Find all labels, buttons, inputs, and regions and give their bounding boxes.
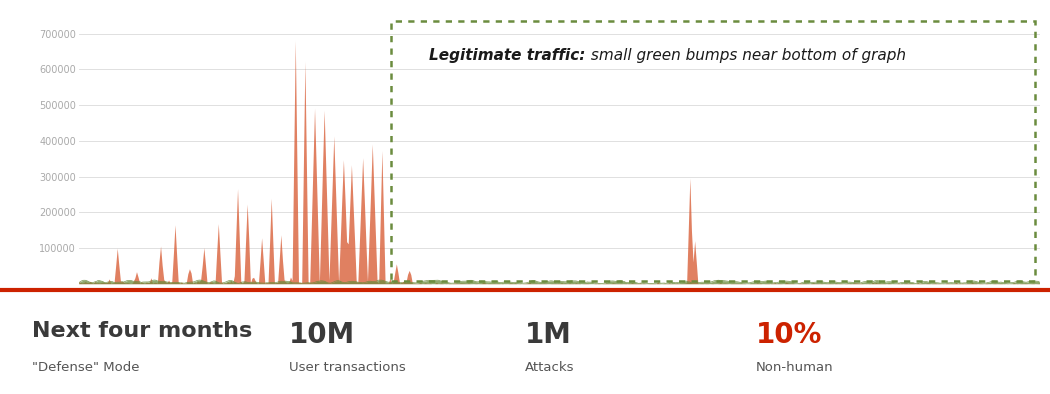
Text: small green bumps near bottom of graph: small green bumps near bottom of graph (586, 48, 906, 63)
Text: 1M: 1M (525, 321, 572, 349)
Text: 10M: 10M (289, 321, 355, 349)
Text: 10%: 10% (756, 321, 822, 349)
Text: Next four months: Next four months (32, 321, 252, 341)
Text: "Defense" Mode: "Defense" Mode (32, 361, 139, 374)
Text: Legitimate traffic:: Legitimate traffic: (429, 48, 586, 63)
Text: User transactions: User transactions (289, 361, 405, 374)
Text: Attacks: Attacks (525, 361, 574, 374)
Text: Non-human: Non-human (756, 361, 834, 374)
